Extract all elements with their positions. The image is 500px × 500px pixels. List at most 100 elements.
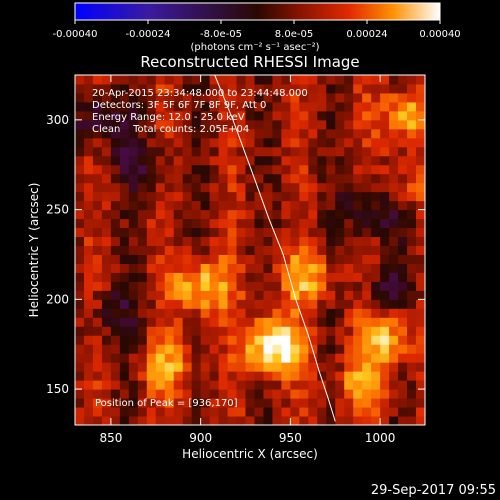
heatmap-cell [209,290,220,300]
heatmap-cell [344,218,354,229]
heatmap-cell [290,191,300,202]
heatmap-cell [92,209,103,220]
heatmap-cell [137,299,148,309]
heatmap-cell [75,416,85,425]
heatmap-cell [218,164,229,175]
heatmap-cell [155,281,166,291]
heatmap-cell [83,101,94,112]
heatmap-cell [137,182,148,193]
heatmap-cell [173,272,184,282]
heatmap-cell [83,416,94,425]
heatmap-cell [173,353,184,363]
heatmap-cell [191,83,202,94]
heatmap-cell [83,227,94,238]
heatmap-cell [389,173,399,184]
heatmap-cell [200,299,211,309]
heatmap-cell [173,371,184,381]
heatmap-cell [137,254,148,264]
heatmap-cell [227,101,238,112]
heatmap-cell [83,398,94,408]
heatmap-cell [254,83,264,94]
heatmap-cell [137,164,148,175]
heatmap-cell [227,218,238,229]
heatmap-cell [398,83,408,94]
heatmap-cell [263,128,273,139]
colorbar-tick-label: -0.00024 [126,29,171,40]
heatmap-cell [164,263,175,273]
heatmap-cell [380,317,390,327]
heatmap-cell [182,200,193,211]
heatmap-cell [353,209,363,220]
heatmap-cell [155,164,166,175]
heatmap-cell [308,146,318,157]
heatmap-cell [245,362,255,372]
heatmap-cell [236,200,247,211]
heatmap-cell [128,155,139,166]
heatmap-cell [272,407,282,417]
heatmap-cell [371,155,381,166]
heatmap-cell [75,263,85,273]
heatmap-cell [290,407,300,417]
heatmap-cell [128,128,139,139]
heatmap-cell [155,245,166,255]
heatmap-cell [308,299,318,309]
heatmap-cell [191,272,202,282]
heatmap-cell [92,407,103,417]
heatmap-cell [353,119,363,130]
heatmap-cell [218,380,229,390]
heatmap-cell [110,317,121,327]
heatmap-cell [173,407,184,417]
heatmap-cell [281,254,291,264]
heatmap-cell [362,254,372,264]
heatmap-cell [227,200,238,211]
heatmap-cell [83,299,94,309]
heatmap-cell [272,416,282,425]
heatmap-cell [272,236,282,247]
heatmap-cell [416,263,425,273]
colorbar-ticks: -0.00040 -0.00024 -8.0e-05 8.0e-05 0.00024 0.… [53,20,461,40]
heatmap-cell [110,164,121,175]
heatmap-cell [290,362,300,372]
heatmap-cell [335,200,345,211]
heatmap-cell [173,317,184,327]
heatmap-cell [299,308,309,318]
heatmap-cell [353,92,363,103]
heatmap-cell [416,227,425,238]
heatmap-cell [389,281,399,291]
heatmap-cell [326,380,336,390]
heatmap-cell [101,371,112,381]
heatmap-cell [227,317,238,327]
heatmap-cell [137,92,148,103]
heatmap-cell [344,326,354,336]
heatmap-cell [128,236,139,247]
heatmap-cell [272,173,282,184]
heatmap-cell [299,137,309,148]
heatmap-cell [416,101,425,112]
heatmap-cell [155,326,166,336]
heatmap-cell [75,335,85,345]
heatmap-cell [218,407,229,417]
heatmap-cell [362,398,372,408]
heatmap-cell [101,128,112,139]
heatmap-cell [416,119,425,130]
heatmap-cell [299,353,309,363]
heatmap-cell [119,128,130,139]
heatmap-cell [326,75,336,85]
heatmap-cell [335,254,345,264]
heatmap-cell [335,182,345,193]
heatmap-cell [317,299,327,309]
heatmap-cell [380,155,390,166]
heatmap-cell [227,272,238,282]
heatmap-cell [191,128,202,139]
heatmap-cell [218,416,229,425]
heatmap-cell [245,308,255,318]
heatmap-cell [155,182,166,193]
heatmap-cell [407,75,417,85]
heatmap-cell [326,137,336,148]
heatmap-cell [191,416,202,425]
heatmap-cell [272,317,282,327]
heatmap-cell [263,272,273,282]
heatmap-cell [92,137,103,148]
heatmap-cell [407,353,417,363]
heatmap-cell [155,272,166,282]
